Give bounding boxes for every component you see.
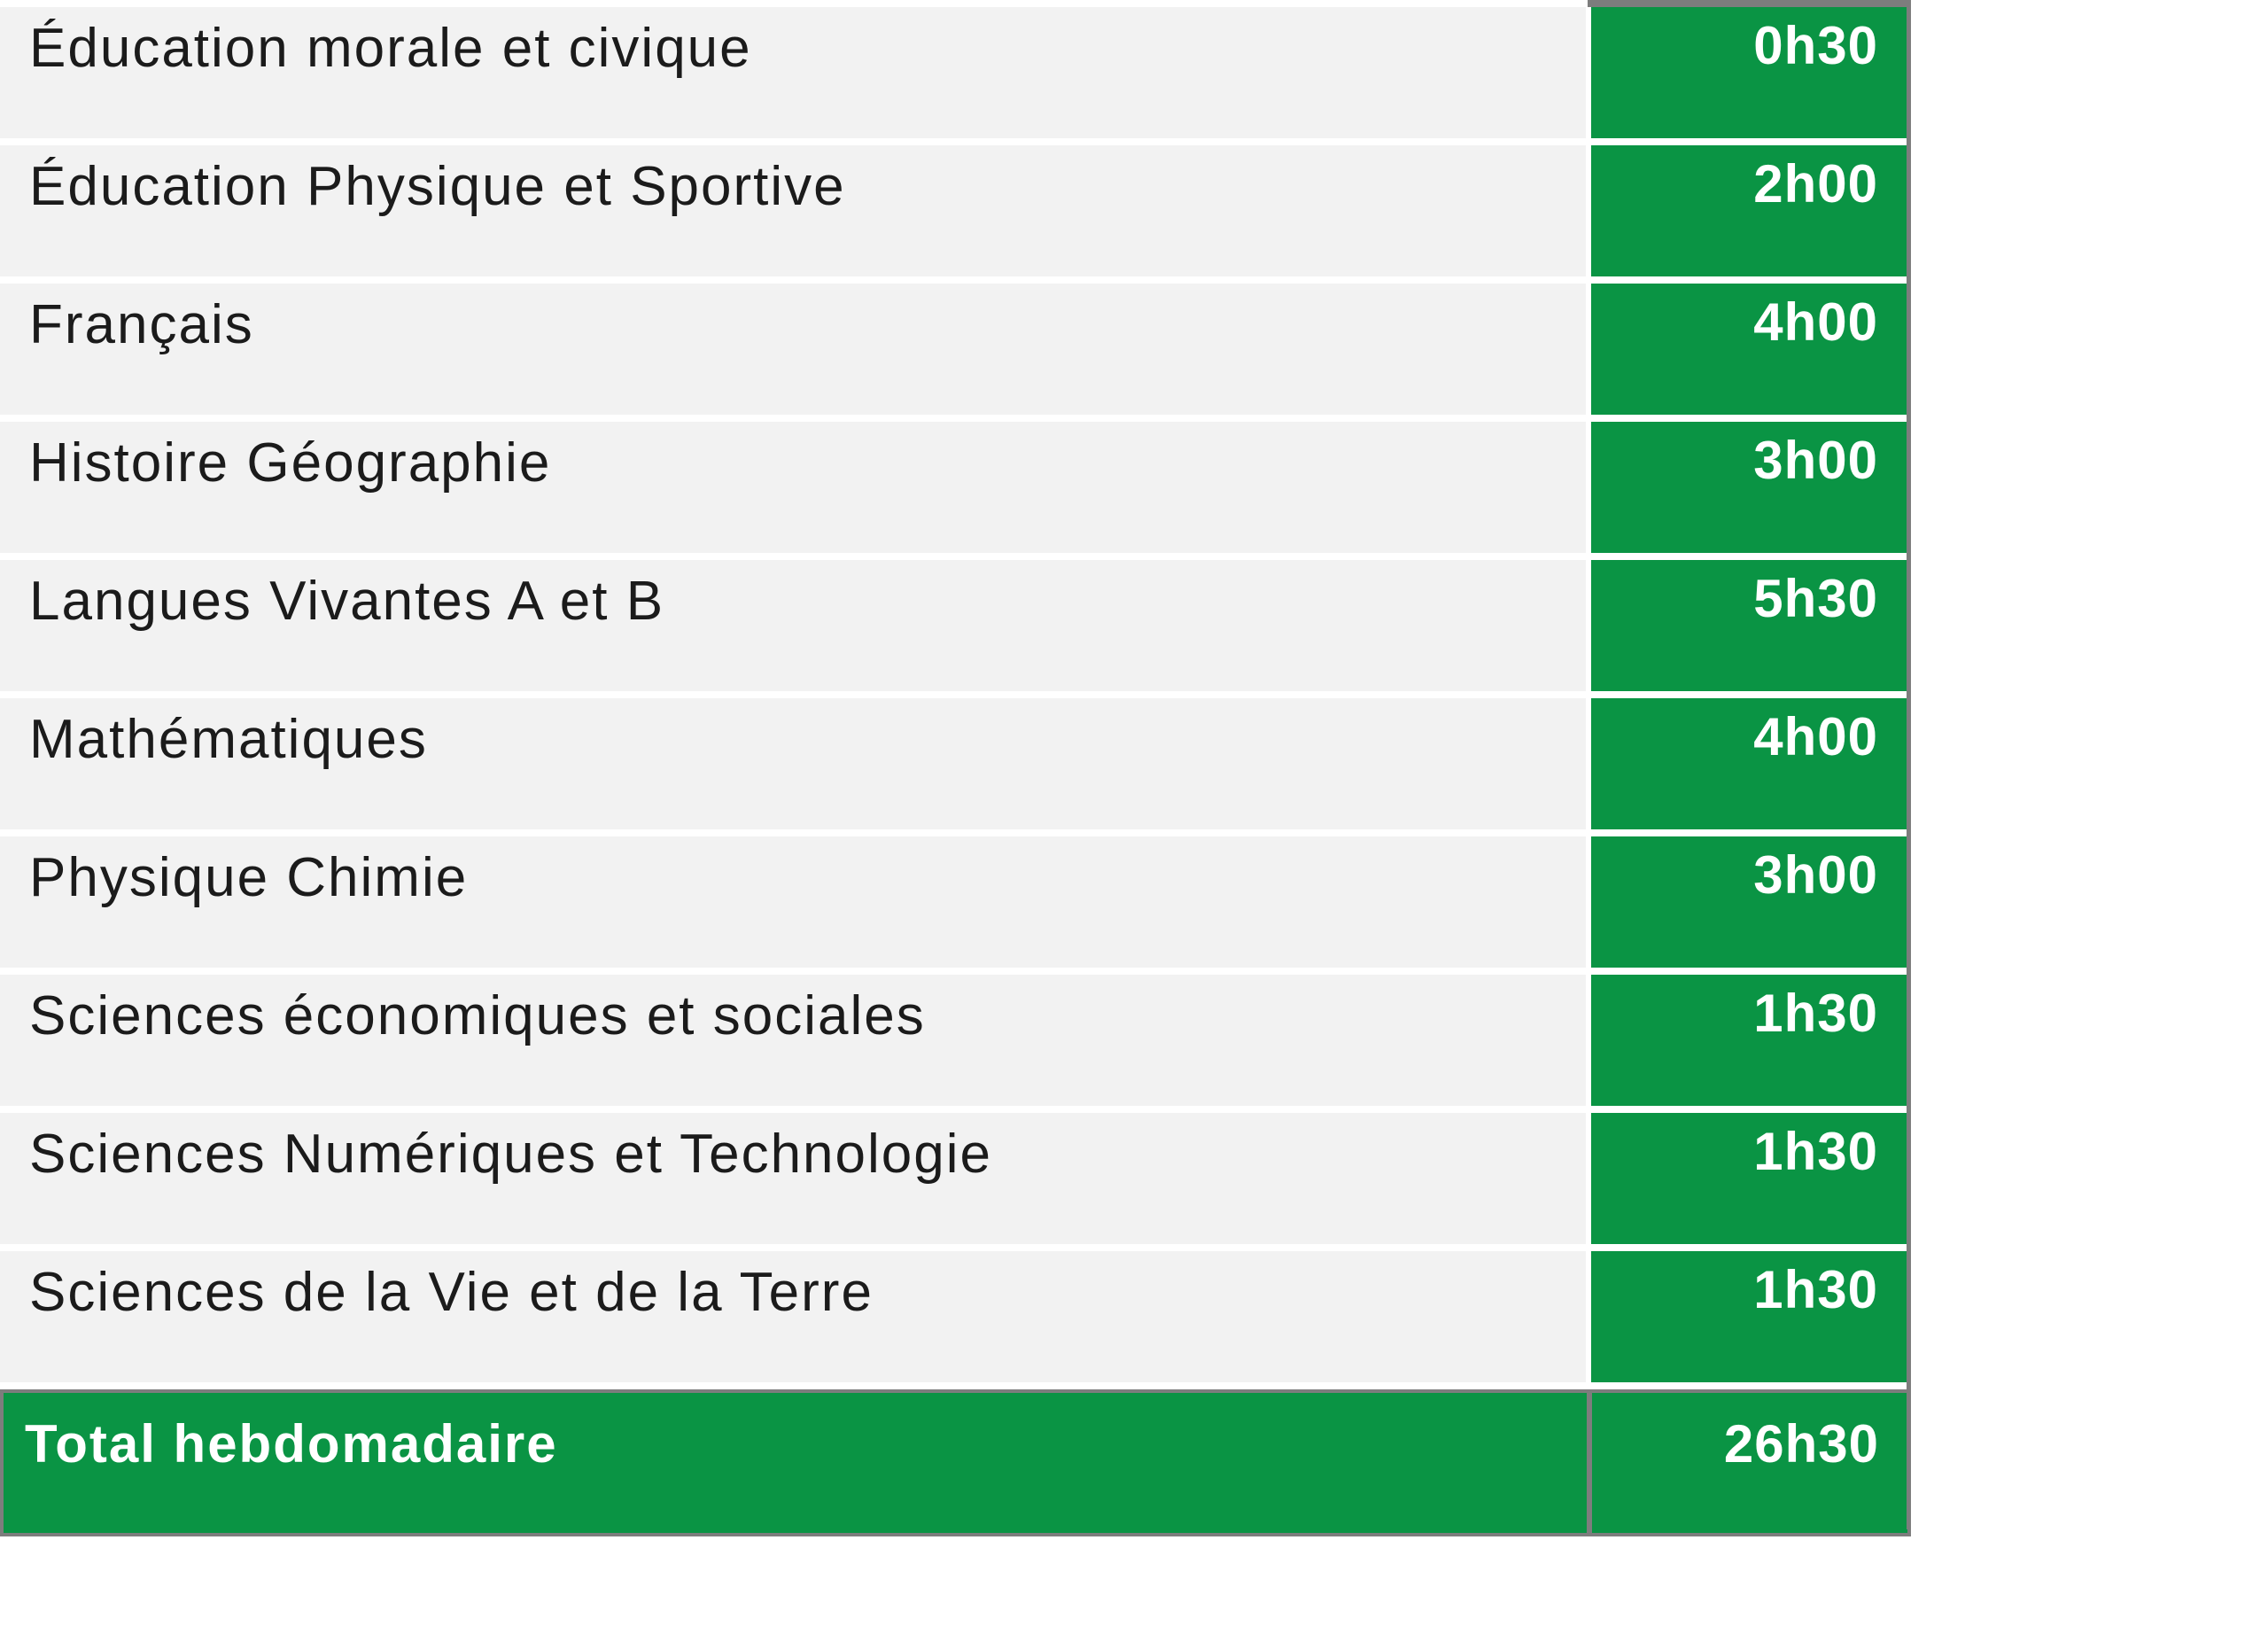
hours-cell: 5h30 [1591, 560, 1907, 691]
subject-cell: Mathématiques [0, 698, 1586, 829]
subject-cell: Français [0, 284, 1586, 415]
table-row: Langues Vivantes A et B 5h30 [0, 560, 1911, 691]
table-row: Physique Chimie 3h00 [0, 836, 1911, 968]
weekly-hours-table: Éducation morale et civique 0h30 Éducati… [0, 0, 1911, 1536]
total-hours-cell: 26h30 [1592, 1393, 1907, 1533]
subject-cell: Physique Chimie [0, 836, 1586, 968]
subject-cell: Langues Vivantes A et B [0, 560, 1586, 691]
hours-cell: 1h30 [1591, 975, 1907, 1106]
table-row: Sciences Numériques et Technologie 1h30 [0, 1113, 1911, 1244]
hours-cell: 1h30 [1591, 1113, 1907, 1244]
table-row: Mathématiques 4h00 [0, 698, 1911, 829]
subject-cell: Histoire Géographie [0, 422, 1586, 553]
hours-column-right-border [1907, 0, 1911, 1529]
table-row: Éducation Physique et Sportive 2h00 [0, 145, 1911, 276]
subject-cell: Éducation morale et civique [0, 7, 1586, 138]
hours-cell: 0h30 [1591, 7, 1907, 138]
total-label-cell: Total hebdomadaire [4, 1393, 1587, 1533]
table-row: Sciences économiques et sociales 1h30 [0, 975, 1911, 1106]
table-row: Sciences de la Vie et de la Terre 1h30 [0, 1251, 1911, 1382]
hours-cell: 4h00 [1591, 284, 1907, 415]
subject-cell: Éducation Physique et Sportive [0, 145, 1586, 276]
hours-column-top-border [1588, 0, 1911, 7]
hours-cell: 3h00 [1591, 836, 1907, 968]
table-row: Histoire Géographie 3h00 [0, 422, 1911, 553]
subject-cell: Sciences Numériques et Technologie [0, 1113, 1586, 1244]
table-row: Éducation morale et civique 0h30 [0, 7, 1911, 138]
hours-cell: 2h00 [1591, 145, 1907, 276]
hours-cell: 3h00 [1591, 422, 1907, 553]
total-row: Total hebdomadaire 26h30 [0, 1389, 1911, 1536]
hours-cell: 4h00 [1591, 698, 1907, 829]
hours-cell: 1h30 [1591, 1251, 1907, 1382]
subject-cell: Sciences de la Vie et de la Terre [0, 1251, 1586, 1382]
subject-cell: Sciences économiques et sociales [0, 975, 1586, 1106]
table-row: Français 4h00 [0, 284, 1911, 415]
